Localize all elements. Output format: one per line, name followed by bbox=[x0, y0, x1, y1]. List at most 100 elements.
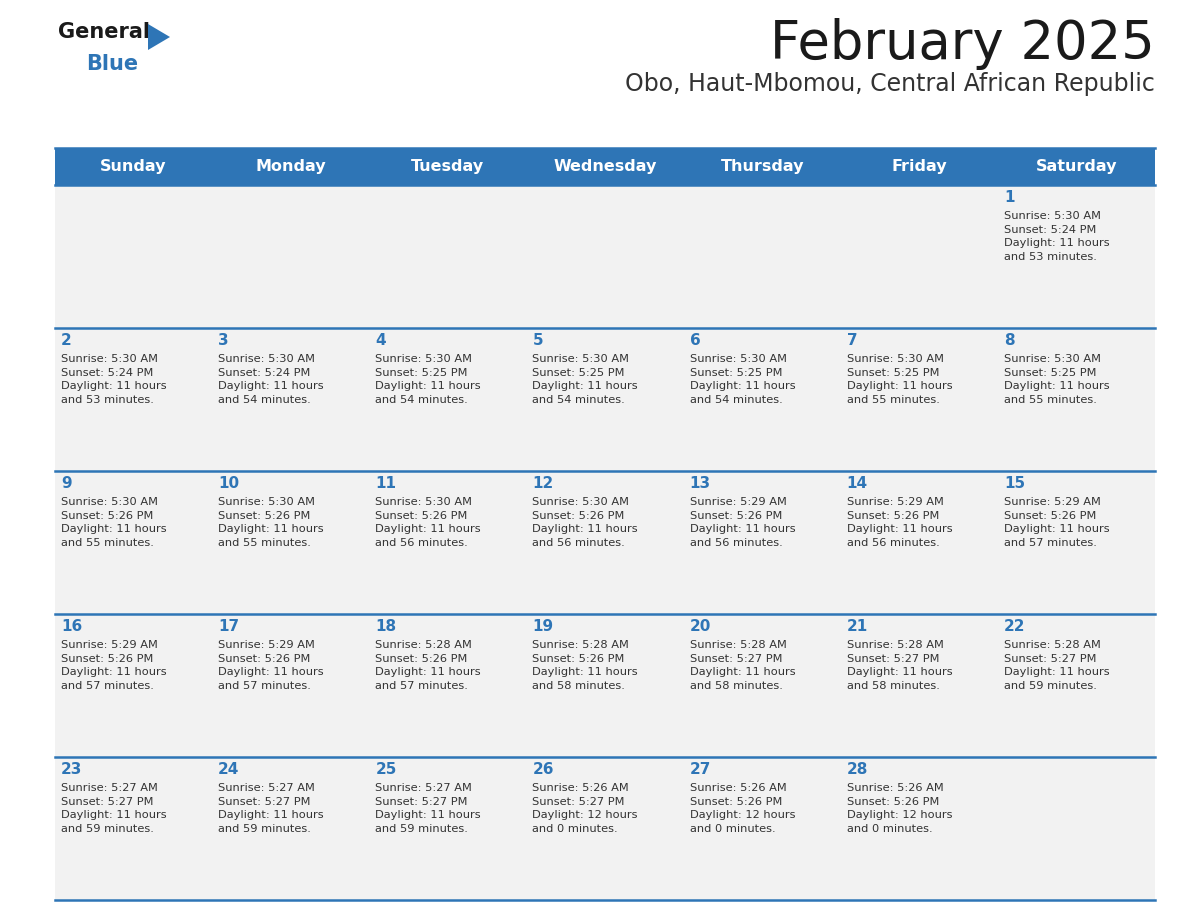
Text: 24: 24 bbox=[219, 762, 240, 777]
Bar bbox=[213, 471, 369, 614]
Text: 26: 26 bbox=[532, 762, 554, 777]
Text: Sunrise: 5:29 AM
Sunset: 5:26 PM
Daylight: 11 hours
and 57 minutes.: Sunrise: 5:29 AM Sunset: 5:26 PM Dayligh… bbox=[219, 640, 324, 691]
Text: Sunrise: 5:28 AM
Sunset: 5:26 PM
Daylight: 11 hours
and 57 minutes.: Sunrise: 5:28 AM Sunset: 5:26 PM Dayligh… bbox=[375, 640, 481, 691]
Bar bbox=[55, 148, 213, 185]
Text: Blue: Blue bbox=[86, 54, 138, 74]
Text: 25: 25 bbox=[375, 762, 397, 777]
Bar bbox=[841, 148, 998, 185]
Text: 7: 7 bbox=[847, 333, 858, 348]
Bar bbox=[55, 471, 213, 614]
Bar bbox=[526, 757, 683, 900]
Text: Sunrise: 5:30 AM
Sunset: 5:25 PM
Daylight: 11 hours
and 54 minutes.: Sunrise: 5:30 AM Sunset: 5:25 PM Dayligh… bbox=[689, 354, 795, 405]
Text: 15: 15 bbox=[1004, 476, 1025, 491]
Bar bbox=[683, 185, 841, 328]
Bar bbox=[998, 757, 1155, 900]
Text: 10: 10 bbox=[219, 476, 239, 491]
Text: 23: 23 bbox=[61, 762, 82, 777]
Bar bbox=[213, 328, 369, 471]
Bar bbox=[55, 614, 213, 757]
Bar bbox=[369, 328, 526, 471]
Text: Sunrise: 5:30 AM
Sunset: 5:24 PM
Daylight: 11 hours
and 53 minutes.: Sunrise: 5:30 AM Sunset: 5:24 PM Dayligh… bbox=[61, 354, 166, 405]
Bar bbox=[683, 328, 841, 471]
Bar bbox=[526, 148, 683, 185]
Text: Sunrise: 5:26 AM
Sunset: 5:26 PM
Daylight: 12 hours
and 0 minutes.: Sunrise: 5:26 AM Sunset: 5:26 PM Dayligh… bbox=[689, 783, 795, 834]
Bar bbox=[213, 148, 369, 185]
Bar bbox=[841, 471, 998, 614]
Text: Sunrise: 5:30 AM
Sunset: 5:26 PM
Daylight: 11 hours
and 55 minutes.: Sunrise: 5:30 AM Sunset: 5:26 PM Dayligh… bbox=[61, 497, 166, 548]
Bar bbox=[998, 471, 1155, 614]
Text: Sunrise: 5:27 AM
Sunset: 5:27 PM
Daylight: 11 hours
and 59 minutes.: Sunrise: 5:27 AM Sunset: 5:27 PM Dayligh… bbox=[61, 783, 166, 834]
Text: 13: 13 bbox=[689, 476, 710, 491]
Bar bbox=[841, 614, 998, 757]
Text: 1: 1 bbox=[1004, 190, 1015, 205]
Text: Monday: Monday bbox=[255, 159, 326, 174]
Text: Sunrise: 5:29 AM
Sunset: 5:26 PM
Daylight: 11 hours
and 57 minutes.: Sunrise: 5:29 AM Sunset: 5:26 PM Dayligh… bbox=[1004, 497, 1110, 548]
Text: 4: 4 bbox=[375, 333, 386, 348]
Text: 8: 8 bbox=[1004, 333, 1015, 348]
Bar bbox=[998, 328, 1155, 471]
Text: 19: 19 bbox=[532, 619, 554, 634]
Text: 28: 28 bbox=[847, 762, 868, 777]
Text: 18: 18 bbox=[375, 619, 397, 634]
Bar bbox=[55, 757, 213, 900]
Text: 9: 9 bbox=[61, 476, 71, 491]
Polygon shape bbox=[148, 24, 170, 50]
Text: Friday: Friday bbox=[891, 159, 947, 174]
Text: Sunrise: 5:28 AM
Sunset: 5:27 PM
Daylight: 11 hours
and 58 minutes.: Sunrise: 5:28 AM Sunset: 5:27 PM Dayligh… bbox=[689, 640, 795, 691]
Bar bbox=[998, 148, 1155, 185]
Text: Saturday: Saturday bbox=[1036, 159, 1117, 174]
Text: 17: 17 bbox=[219, 619, 239, 634]
Bar bbox=[683, 471, 841, 614]
Text: Tuesday: Tuesday bbox=[411, 159, 485, 174]
Bar bbox=[998, 185, 1155, 328]
Text: 27: 27 bbox=[689, 762, 710, 777]
Bar bbox=[213, 757, 369, 900]
Bar bbox=[998, 614, 1155, 757]
Text: 5: 5 bbox=[532, 333, 543, 348]
Text: Sunrise: 5:30 AM
Sunset: 5:25 PM
Daylight: 11 hours
and 54 minutes.: Sunrise: 5:30 AM Sunset: 5:25 PM Dayligh… bbox=[532, 354, 638, 405]
Text: 21: 21 bbox=[847, 619, 868, 634]
Bar bbox=[55, 185, 213, 328]
Text: Sunrise: 5:29 AM
Sunset: 5:26 PM
Daylight: 11 hours
and 56 minutes.: Sunrise: 5:29 AM Sunset: 5:26 PM Dayligh… bbox=[689, 497, 795, 548]
Bar bbox=[526, 185, 683, 328]
Text: 2: 2 bbox=[61, 333, 71, 348]
Text: 12: 12 bbox=[532, 476, 554, 491]
Text: Sunrise: 5:27 AM
Sunset: 5:27 PM
Daylight: 11 hours
and 59 minutes.: Sunrise: 5:27 AM Sunset: 5:27 PM Dayligh… bbox=[219, 783, 324, 834]
Bar bbox=[683, 614, 841, 757]
Text: Sunrise: 5:28 AM
Sunset: 5:27 PM
Daylight: 11 hours
and 59 minutes.: Sunrise: 5:28 AM Sunset: 5:27 PM Dayligh… bbox=[1004, 640, 1110, 691]
Text: 16: 16 bbox=[61, 619, 82, 634]
Bar bbox=[213, 614, 369, 757]
Text: 22: 22 bbox=[1004, 619, 1025, 634]
Text: Sunrise: 5:30 AM
Sunset: 5:26 PM
Daylight: 11 hours
and 56 minutes.: Sunrise: 5:30 AM Sunset: 5:26 PM Dayligh… bbox=[532, 497, 638, 548]
Text: 6: 6 bbox=[689, 333, 700, 348]
Text: Sunrise: 5:30 AM
Sunset: 5:24 PM
Daylight: 11 hours
and 54 minutes.: Sunrise: 5:30 AM Sunset: 5:24 PM Dayligh… bbox=[219, 354, 324, 405]
Text: General: General bbox=[58, 22, 150, 42]
Text: Sunrise: 5:27 AM
Sunset: 5:27 PM
Daylight: 11 hours
and 59 minutes.: Sunrise: 5:27 AM Sunset: 5:27 PM Dayligh… bbox=[375, 783, 481, 834]
Text: Wednesday: Wednesday bbox=[554, 159, 657, 174]
Bar bbox=[841, 328, 998, 471]
Text: 14: 14 bbox=[847, 476, 868, 491]
Bar bbox=[369, 185, 526, 328]
Bar bbox=[213, 185, 369, 328]
Text: 11: 11 bbox=[375, 476, 397, 491]
Bar bbox=[55, 328, 213, 471]
Text: Sunrise: 5:29 AM
Sunset: 5:26 PM
Daylight: 11 hours
and 57 minutes.: Sunrise: 5:29 AM Sunset: 5:26 PM Dayligh… bbox=[61, 640, 166, 691]
Bar bbox=[369, 471, 526, 614]
Text: Sunrise: 5:30 AM
Sunset: 5:25 PM
Daylight: 11 hours
and 54 minutes.: Sunrise: 5:30 AM Sunset: 5:25 PM Dayligh… bbox=[375, 354, 481, 405]
Bar bbox=[841, 757, 998, 900]
Bar bbox=[683, 757, 841, 900]
Text: 20: 20 bbox=[689, 619, 710, 634]
Text: Sunrise: 5:28 AM
Sunset: 5:27 PM
Daylight: 11 hours
and 58 minutes.: Sunrise: 5:28 AM Sunset: 5:27 PM Dayligh… bbox=[847, 640, 953, 691]
Text: February 2025: February 2025 bbox=[770, 18, 1155, 70]
Text: Sunrise: 5:30 AM
Sunset: 5:25 PM
Daylight: 11 hours
and 55 minutes.: Sunrise: 5:30 AM Sunset: 5:25 PM Dayligh… bbox=[847, 354, 953, 405]
Bar bbox=[526, 471, 683, 614]
Text: Sunrise: 5:28 AM
Sunset: 5:26 PM
Daylight: 11 hours
and 58 minutes.: Sunrise: 5:28 AM Sunset: 5:26 PM Dayligh… bbox=[532, 640, 638, 691]
Bar bbox=[369, 148, 526, 185]
Bar bbox=[683, 148, 841, 185]
Bar bbox=[526, 614, 683, 757]
Bar bbox=[369, 614, 526, 757]
Text: Sunrise: 5:26 AM
Sunset: 5:26 PM
Daylight: 12 hours
and 0 minutes.: Sunrise: 5:26 AM Sunset: 5:26 PM Dayligh… bbox=[847, 783, 953, 834]
Bar bbox=[841, 185, 998, 328]
Text: Sunrise: 5:26 AM
Sunset: 5:27 PM
Daylight: 12 hours
and 0 minutes.: Sunrise: 5:26 AM Sunset: 5:27 PM Dayligh… bbox=[532, 783, 638, 834]
Text: Sunrise: 5:30 AM
Sunset: 5:26 PM
Daylight: 11 hours
and 56 minutes.: Sunrise: 5:30 AM Sunset: 5:26 PM Dayligh… bbox=[375, 497, 481, 548]
